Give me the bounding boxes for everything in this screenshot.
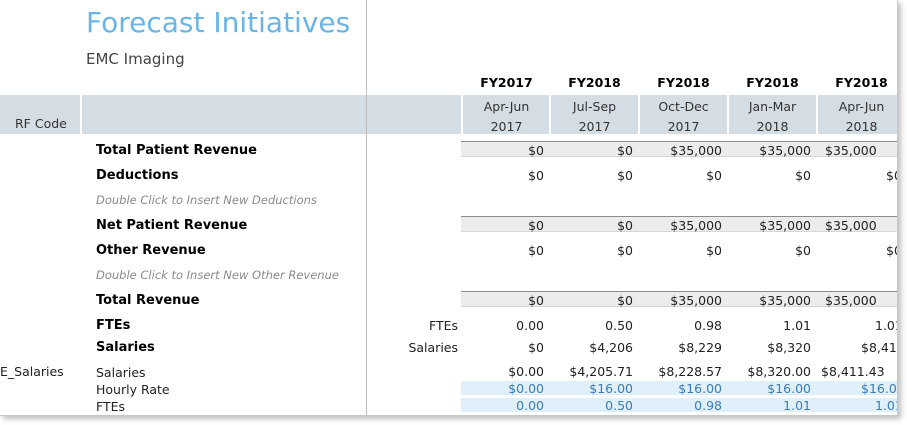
value-cell[interactable]: $0 — [528, 168, 544, 183]
value-cell[interactable]: 1.01 — [783, 318, 811, 333]
value-cell[interactable]: $0 — [528, 143, 544, 158]
row-label-salaries: Salaries — [96, 340, 155, 355]
row-label-other-revenue[interactable]: Other Revenue — [96, 243, 206, 258]
column-fy-header: FY2018 — [746, 75, 799, 90]
detail-value-cell[interactable]: $0.00 — [508, 364, 544, 379]
value-cell[interactable]: $0 — [617, 143, 633, 158]
row-unit-ftes: FTEs — [428, 318, 458, 333]
editable-cell[interactable]: $16.00 — [767, 381, 811, 396]
column-fy-header: FY2017 — [480, 75, 533, 90]
row-label-total-patient-revenue: Total Patient Revenue — [96, 143, 257, 158]
insert-other-revenue-hint[interactable]: Double Click to Insert New Other Revenue — [96, 268, 339, 282]
editable-cell[interactable]: $16.00 — [861, 381, 897, 396]
value-cell[interactable]: $0 — [528, 340, 544, 355]
editable-row-band — [461, 381, 897, 395]
editable-cell[interactable]: 1.01 — [783, 398, 811, 413]
insert-deductions-hint[interactable]: Double Click to Insert New Deductions — [96, 193, 317, 207]
detail-value-cell[interactable]: $8,320.00 — [747, 364, 811, 379]
rf-code-header: RF Code — [15, 116, 67, 131]
detail-label-ftes: FTEs — [96, 399, 126, 414]
detail-value-cell[interactable]: $8,411.43 — [821, 364, 885, 379]
column-period-header: Oct-Dec 2017 — [658, 99, 709, 134]
value-cell[interactable]: $8,229 — [678, 340, 722, 355]
value-cell[interactable]: $0 — [795, 243, 811, 258]
value-cell[interactable]: $8,411 — [861, 340, 897, 355]
header-separator — [461, 95, 463, 134]
value-cell[interactable]: $0 — [528, 243, 544, 258]
total-row-band — [461, 291, 897, 307]
value-cell[interactable]: 0.98 — [694, 318, 722, 333]
detail-label-salaries: Salaries — [96, 365, 146, 380]
value-cell[interactable]: $0 — [528, 218, 544, 233]
value-cell[interactable]: $0 — [706, 168, 722, 183]
value-cell[interactable]: $8,320 — [767, 340, 811, 355]
value-cell[interactable]: 0.50 — [605, 318, 633, 333]
header-separator — [80, 95, 82, 134]
header-separator — [816, 95, 818, 134]
value-cell[interactable]: $0 — [795, 168, 811, 183]
column-period-header: Jul-Sep 2017 — [572, 99, 617, 134]
editable-cell[interactable]: $0.00 — [508, 381, 544, 396]
page-title: Forecast Initiatives — [86, 6, 351, 39]
value-cell[interactable]: $0 — [617, 218, 633, 233]
row-unit-salaries: Salaries — [408, 340, 458, 355]
column-period-header: Apr-Jun 2018 — [838, 99, 885, 134]
row-label-ftes: FTEs — [96, 318, 131, 333]
value-cell[interactable]: $0 — [617, 293, 633, 308]
column-period-header: Apr-Jun 2017 — [483, 99, 530, 134]
editable-cell[interactable]: $16.00 — [678, 381, 722, 396]
value-cell[interactable]: $35,000 — [759, 218, 811, 233]
value-cell[interactable]: $35,000 — [670, 218, 722, 233]
editable-cell[interactable]: 0.00 — [516, 398, 544, 413]
editable-cell[interactable]: 0.50 — [605, 398, 633, 413]
editable-cell[interactable]: 1.01 — [875, 398, 897, 413]
value-cell[interactable]: $35,000 — [825, 218, 877, 233]
row-label-total-revenue: Total Revenue — [96, 293, 200, 308]
total-row-band — [461, 216, 897, 232]
editable-cell[interactable]: 0.98 — [694, 398, 722, 413]
value-cell[interactable]: $0 — [706, 243, 722, 258]
value-cell[interactable]: 0.00 — [516, 318, 544, 333]
column-fy-header: FY2018 — [657, 75, 710, 90]
value-cell[interactable]: 1.01 — [875, 318, 897, 333]
header-separator — [727, 95, 729, 134]
total-row-band — [461, 141, 897, 157]
value-cell[interactable]: $4,206 — [589, 340, 633, 355]
header-separator — [549, 95, 551, 134]
editable-cell[interactable]: $16.00 — [589, 381, 633, 396]
column-fy-header: FY2018 — [568, 75, 621, 90]
header-separator — [638, 95, 640, 134]
detail-value-cell[interactable]: $4,205.71 — [569, 364, 633, 379]
column-fy-header: FY2018 — [835, 75, 888, 90]
panel-divider[interactable] — [366, 0, 367, 415]
value-cell[interactable]: $35,000 — [670, 143, 722, 158]
editable-row-band — [461, 398, 897, 412]
value-cell[interactable]: $35,000 — [670, 293, 722, 308]
value-cell[interactable]: $0 — [617, 168, 633, 183]
page-subtitle: EMC Imaging — [86, 50, 185, 68]
row-label-net-patient-revenue: Net Patient Revenue — [96, 218, 248, 233]
forecast-grid: Forecast Initiatives EMC Imaging RF Code… — [0, 0, 898, 416]
column-period-header: Jan-Mar 2018 — [748, 99, 797, 134]
rf-code-value[interactable]: E_Salaries — [0, 364, 64, 379]
value-cell[interactable]: $35,000 — [759, 293, 811, 308]
value-cell[interactable]: $0 — [886, 168, 897, 183]
value-cell[interactable]: $0 — [528, 293, 544, 308]
value-cell[interactable]: $35,000 — [825, 143, 877, 158]
value-cell[interactable]: $35,000 — [759, 143, 811, 158]
value-cell[interactable]: $0 — [617, 243, 633, 258]
column-header-band — [0, 95, 897, 134]
row-label-deductions[interactable]: Deductions — [96, 168, 179, 183]
detail-label-hourly-rate: Hourly Rate — [96, 382, 170, 397]
value-cell[interactable]: $0 — [886, 243, 897, 258]
value-cell[interactable]: $35,000 — [825, 293, 877, 308]
detail-value-cell[interactable]: $8,228.57 — [658, 364, 722, 379]
